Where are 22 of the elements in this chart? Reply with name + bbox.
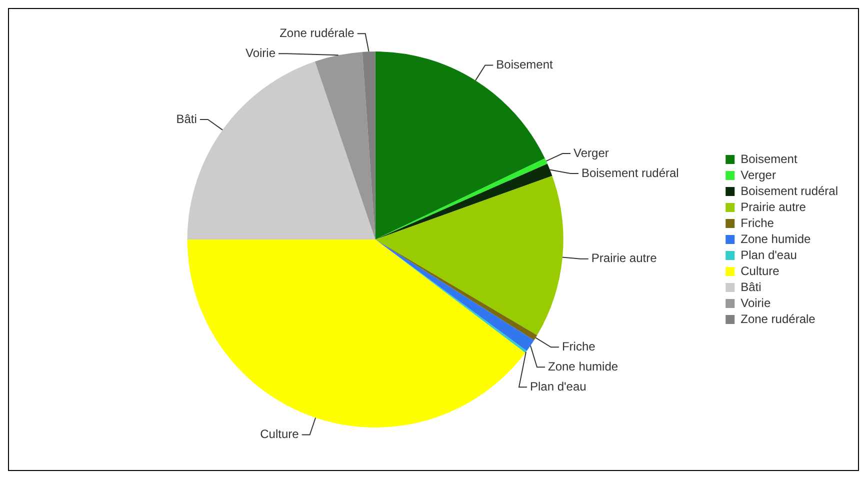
legend-label: Prairie autre	[740, 200, 806, 214]
legend-label: Friche	[740, 216, 774, 230]
legend-label: Boisement rudéral	[740, 184, 838, 198]
slice-label: Boisement rudéral	[581, 166, 679, 180]
legend-label: Zone humide	[740, 232, 811, 246]
legend-label: Plan d'eau	[740, 248, 797, 262]
legend-label: Verger	[740, 168, 776, 182]
slice-label: Friche	[562, 339, 596, 354]
slice-label: Zone humide	[548, 359, 618, 374]
legend-label: Bâti	[740, 280, 762, 294]
slice-label: Boisement	[496, 58, 554, 72]
slice-label: Voirie	[245, 46, 276, 60]
slice-label: Bâti	[176, 112, 197, 126]
slice-label: Plan d'eau	[530, 379, 586, 394]
slice-label: Verger	[574, 146, 609, 160]
legend-label: Boisement	[740, 152, 798, 166]
legend-label: Voirie	[740, 296, 771, 310]
slice-label: Prairie autre	[591, 251, 658, 266]
slice-label: Zone rudérale	[280, 26, 355, 40]
slice-label: Culture	[260, 427, 300, 442]
legend-label: Zone rudérale	[740, 312, 816, 326]
legend-label: Culture	[740, 264, 780, 278]
